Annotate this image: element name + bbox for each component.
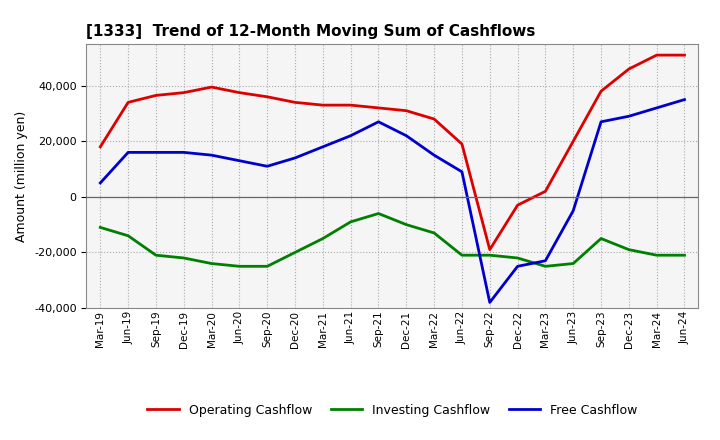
Y-axis label: Amount (million yen): Amount (million yen) (16, 110, 29, 242)
Operating Cashflow (541, 189, 550, 194)
Operating Cashflow (624, 66, 633, 72)
Investing Cashflow (124, 233, 132, 238)
Investing Cashflow (96, 225, 104, 230)
Operating Cashflow (597, 88, 606, 94)
Operating Cashflow (569, 139, 577, 144)
Free Cashflow (346, 133, 355, 138)
Investing Cashflow (541, 264, 550, 269)
Operating Cashflow (430, 117, 438, 122)
Operating Cashflow (263, 94, 271, 99)
Free Cashflow (652, 105, 661, 110)
Free Cashflow (569, 208, 577, 213)
Investing Cashflow (152, 253, 161, 258)
Investing Cashflow (458, 253, 467, 258)
Operating Cashflow (96, 144, 104, 150)
Line: Operating Cashflow: Operating Cashflow (100, 55, 685, 249)
Operating Cashflow (179, 90, 188, 95)
Operating Cashflow (513, 202, 522, 208)
Free Cashflow (597, 119, 606, 125)
Investing Cashflow (374, 211, 383, 216)
Investing Cashflow (485, 253, 494, 258)
Operating Cashflow (346, 103, 355, 108)
Free Cashflow (374, 119, 383, 125)
Free Cashflow (485, 300, 494, 305)
Investing Cashflow (291, 250, 300, 255)
Operating Cashflow (458, 141, 467, 147)
Operating Cashflow (652, 52, 661, 58)
Investing Cashflow (402, 222, 410, 227)
Investing Cashflow (430, 230, 438, 235)
Line: Free Cashflow: Free Cashflow (100, 99, 685, 302)
Operating Cashflow (402, 108, 410, 114)
Free Cashflow (430, 153, 438, 158)
Operating Cashflow (152, 93, 161, 98)
Free Cashflow (96, 180, 104, 186)
Line: Investing Cashflow: Investing Cashflow (100, 213, 685, 266)
Free Cashflow (124, 150, 132, 155)
Investing Cashflow (513, 255, 522, 260)
Free Cashflow (541, 258, 550, 264)
Operating Cashflow (124, 100, 132, 105)
Free Cashflow (152, 150, 161, 155)
Free Cashflow (458, 169, 467, 175)
Investing Cashflow (569, 261, 577, 266)
Operating Cashflow (485, 247, 494, 252)
Free Cashflow (235, 158, 243, 163)
Investing Cashflow (318, 236, 327, 241)
Text: [1333]  Trend of 12-Month Moving Sum of Cashflows: [1333] Trend of 12-Month Moving Sum of C… (86, 24, 536, 39)
Operating Cashflow (235, 90, 243, 95)
Operating Cashflow (207, 84, 216, 90)
Investing Cashflow (207, 261, 216, 266)
Investing Cashflow (263, 264, 271, 269)
Investing Cashflow (179, 255, 188, 260)
Operating Cashflow (291, 100, 300, 105)
Free Cashflow (513, 264, 522, 269)
Operating Cashflow (680, 52, 689, 58)
Free Cashflow (291, 155, 300, 161)
Free Cashflow (207, 153, 216, 158)
Investing Cashflow (597, 236, 606, 241)
Investing Cashflow (346, 219, 355, 224)
Free Cashflow (680, 97, 689, 102)
Free Cashflow (402, 133, 410, 138)
Operating Cashflow (318, 103, 327, 108)
Investing Cashflow (235, 264, 243, 269)
Free Cashflow (263, 164, 271, 169)
Investing Cashflow (652, 253, 661, 258)
Investing Cashflow (680, 253, 689, 258)
Investing Cashflow (624, 247, 633, 252)
Free Cashflow (179, 150, 188, 155)
Free Cashflow (318, 144, 327, 150)
Operating Cashflow (374, 105, 383, 110)
Free Cashflow (624, 114, 633, 119)
Legend: Operating Cashflow, Investing Cashflow, Free Cashflow: Operating Cashflow, Investing Cashflow, … (143, 399, 642, 422)
